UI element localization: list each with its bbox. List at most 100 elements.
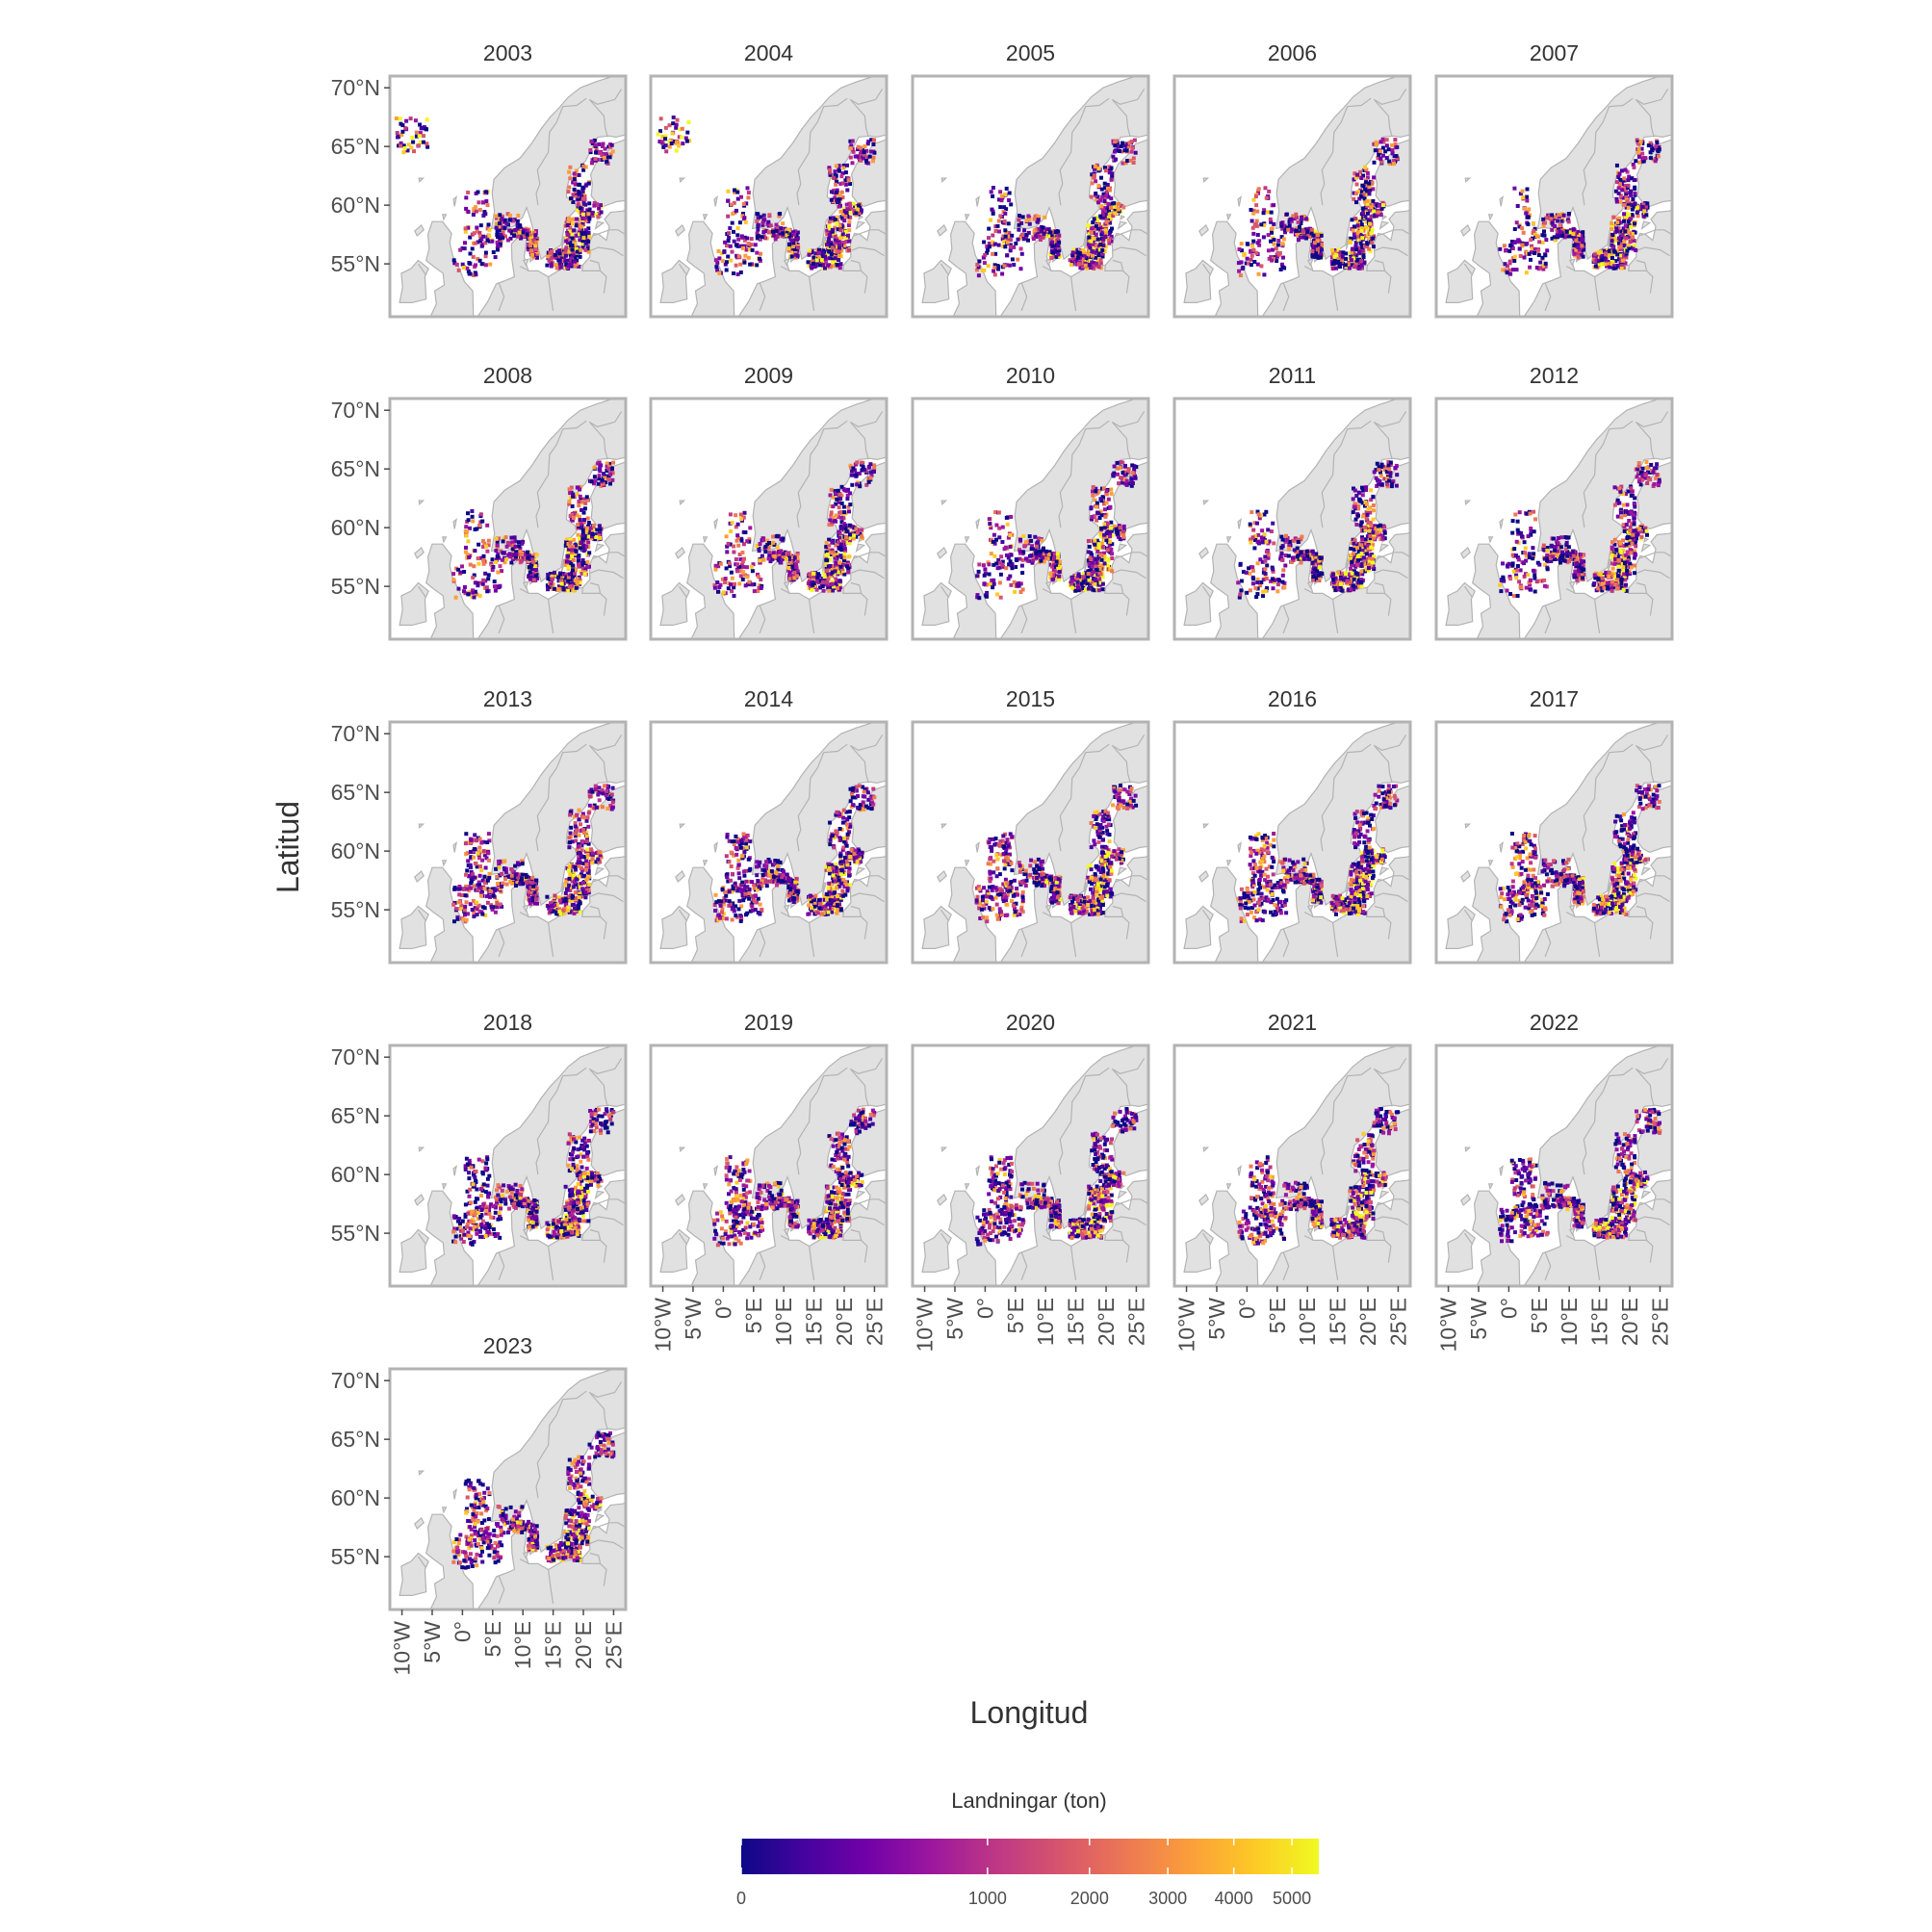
landing-cell <box>734 263 738 268</box>
landing-cell <box>1533 246 1537 251</box>
landing-cell <box>562 578 567 581</box>
landing-cell <box>1540 255 1545 260</box>
panel-border <box>1172 74 1412 319</box>
land-island <box>821 236 827 250</box>
landing-cell <box>834 259 838 264</box>
landing-cell <box>1075 250 1080 255</box>
landing-cell <box>999 198 1004 203</box>
landing-cell <box>1074 262 1079 267</box>
landing-cell <box>837 540 840 545</box>
landing-cell <box>858 484 863 489</box>
landing-cell <box>586 534 591 539</box>
landing-cell <box>577 564 581 569</box>
landing-cell <box>1032 217 1037 221</box>
landing-cell <box>1618 199 1623 204</box>
landing-cell <box>828 230 833 235</box>
country-border <box>1042 588 1052 594</box>
landing-cell <box>526 554 530 558</box>
landing-cell <box>590 532 595 537</box>
landing-cell <box>723 262 728 267</box>
landing-cell <box>1005 253 1010 258</box>
landing-cell <box>774 234 779 239</box>
landing-cell <box>730 202 734 207</box>
landing-cell <box>1610 239 1614 244</box>
landing-cell <box>790 250 795 255</box>
landing-cell <box>1008 245 1013 249</box>
country-border <box>940 585 949 598</box>
landing-cell <box>1544 216 1549 220</box>
landing-cell <box>1504 248 1507 253</box>
landing-cell <box>1294 212 1299 217</box>
landing-cell <box>1259 264 1264 269</box>
landing-cell <box>466 592 471 597</box>
landing-cell <box>739 234 744 239</box>
landing-cell <box>829 510 834 515</box>
landing-cell <box>1381 140 1386 144</box>
landing-cell <box>583 165 588 169</box>
landing-cell <box>505 540 510 545</box>
landing-cell <box>787 242 792 246</box>
landing-cell <box>763 236 767 241</box>
landing-cell <box>573 567 578 572</box>
landing-cell <box>1361 193 1366 197</box>
landing-cell <box>475 229 479 234</box>
country-border <box>581 587 601 594</box>
landing-cell <box>1250 225 1255 230</box>
landing-cell <box>1571 232 1576 237</box>
landing-cell <box>590 140 595 144</box>
landing-cell <box>866 479 871 484</box>
landing-cell <box>820 580 825 585</box>
landing-cell <box>1521 195 1526 199</box>
landing-cell <box>831 504 836 509</box>
landing-cell <box>723 577 728 581</box>
landing-cell <box>1286 227 1291 232</box>
landing-cell <box>476 583 480 588</box>
landing-cell <box>565 563 570 567</box>
landing-cell <box>1518 254 1523 258</box>
landing-cell <box>1002 264 1007 269</box>
lat-tick-label: 65°N <box>331 456 380 481</box>
landing-cell <box>1305 229 1310 234</box>
landing-cell <box>556 258 561 263</box>
landing-cell <box>1024 232 1029 237</box>
landing-cell <box>1610 256 1614 260</box>
landing-cell <box>1619 242 1624 246</box>
landing-cell <box>581 236 586 241</box>
country-border <box>1020 282 1028 312</box>
landing-cell <box>755 219 760 223</box>
landing-cell <box>1508 271 1513 276</box>
land-ireland <box>921 581 952 626</box>
country-border <box>1464 263 1473 275</box>
landing-cell <box>743 253 748 258</box>
landing-cell <box>1380 137 1385 142</box>
landing-cell <box>850 531 855 536</box>
landing-cell <box>1569 234 1574 239</box>
landing-cell <box>1363 214 1368 219</box>
landing-cell <box>1518 192 1523 196</box>
panel-border <box>1434 74 1674 319</box>
landing-cell <box>567 249 572 254</box>
land-island <box>937 546 947 559</box>
landing-cell <box>583 501 588 505</box>
landing-cell <box>483 250 488 255</box>
landing-cell <box>1274 246 1278 251</box>
landing-cell <box>1514 268 1519 272</box>
landing-cell <box>1619 229 1624 234</box>
landing-cell <box>1613 189 1618 193</box>
landing-cell <box>509 560 514 565</box>
landing-cell <box>1256 187 1261 192</box>
landing-cell <box>989 218 993 222</box>
landing-cell <box>1270 247 1275 252</box>
landing-cell <box>1319 255 1323 260</box>
landing-cell <box>1004 186 1009 191</box>
landing-cell <box>1611 251 1616 256</box>
landing-cell <box>837 258 841 262</box>
landing-cell <box>789 233 793 238</box>
land-great-britain <box>1210 220 1259 317</box>
landing-cell <box>1102 186 1107 191</box>
landing-cell <box>867 154 872 159</box>
landing-cell <box>832 495 837 500</box>
landing-cell <box>502 560 507 565</box>
landing-cell <box>495 539 500 544</box>
landing-cell <box>833 234 837 239</box>
